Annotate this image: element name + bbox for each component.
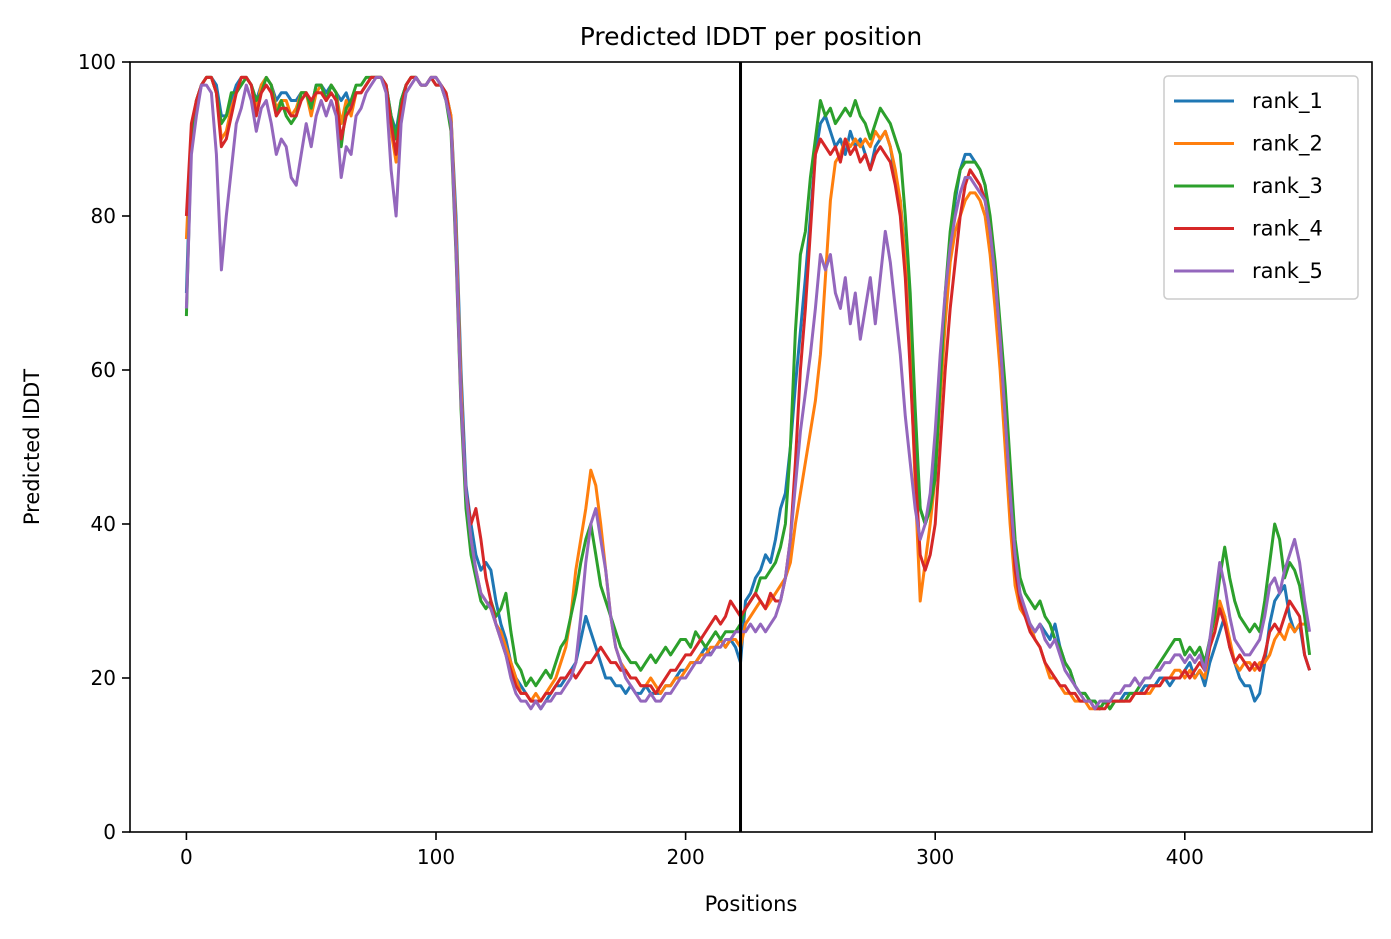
y-tick-label: 60: [91, 358, 116, 382]
legend: rank_1 rank_2 rank_3 rank_4 rank_5: [1163, 75, 1359, 300]
chart-title: Predicted lDDT per position: [580, 22, 922, 51]
x-tick-label: 0: [180, 845, 193, 869]
x-tick-label: 300: [916, 845, 954, 869]
x-tick-label: 400: [1166, 845, 1204, 869]
y-tick-label: 0: [103, 820, 116, 844]
y-axis-label: Predicted lDDT: [20, 369, 44, 525]
x-tick-label: 100: [417, 845, 455, 869]
y-tick-label: 100: [78, 50, 116, 74]
y-tick-label: 40: [91, 512, 116, 536]
legend-label-rank-2: rank_2: [1252, 132, 1323, 157]
x-tick-label: 200: [667, 845, 705, 869]
legend-box: [1163, 75, 1359, 300]
y-tick-label: 80: [91, 204, 116, 228]
legend-label-rank-4: rank_4: [1252, 217, 1323, 242]
legend-label-rank-3: rank_3: [1252, 174, 1323, 199]
legend-label-rank-5: rank_5: [1252, 259, 1323, 284]
y-axis: 0 20 40 60 80 100: [78, 50, 130, 844]
x-axis-label: Positions: [705, 892, 798, 916]
plot-frame: [129, 61, 1373, 833]
y-tick-label: 20: [91, 666, 116, 690]
plot-lines: [184, 75, 1312, 711]
series-line-rank-5: [184, 75, 1312, 711]
x-axis: 0 100 200 300 400: [180, 832, 1204, 869]
legend-label-rank-1: rank_1: [1252, 89, 1323, 114]
series-line-rank-4: [184, 75, 1312, 711]
